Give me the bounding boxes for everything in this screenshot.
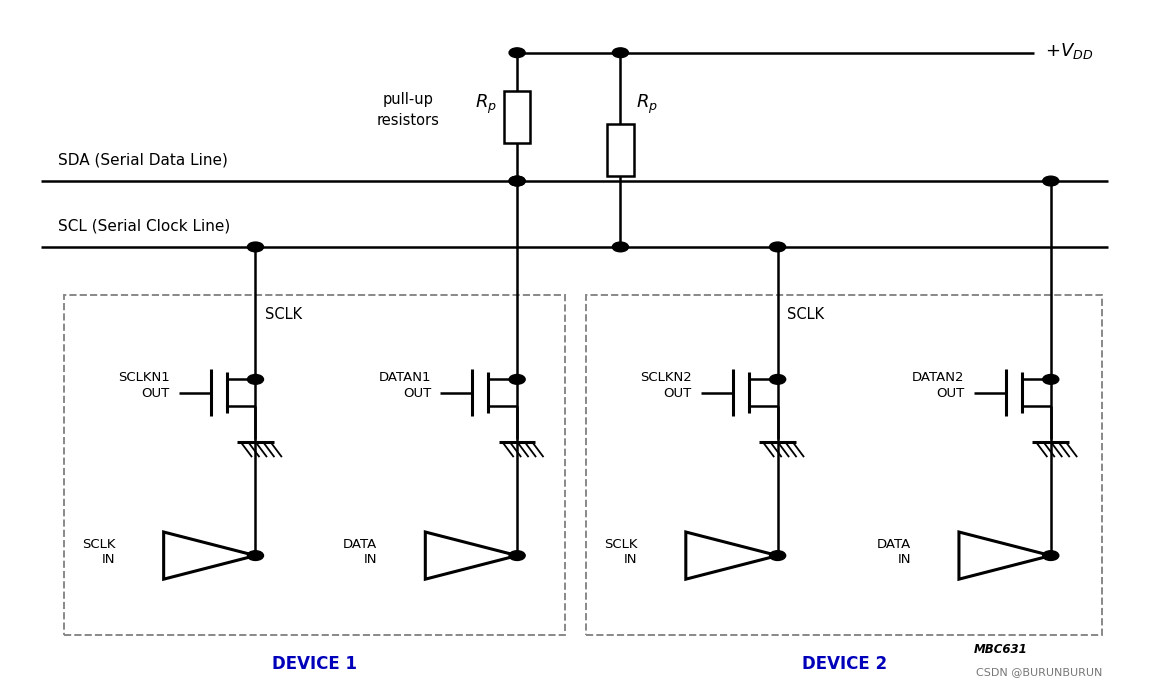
Text: DEVICE 2: DEVICE 2 [802, 655, 887, 673]
Text: DEVICE 1: DEVICE 1 [272, 655, 357, 673]
Text: $R_p$: $R_p$ [637, 93, 658, 116]
Circle shape [1043, 375, 1058, 384]
Polygon shape [425, 532, 517, 579]
Circle shape [509, 550, 525, 560]
Text: SCLK: SCLK [787, 307, 824, 322]
Text: CSDN @BURUNBURUN: CSDN @BURUNBURUN [976, 667, 1102, 677]
Text: SCL (Serial Clock Line): SCL (Serial Clock Line) [59, 218, 230, 233]
Bar [504, 91, 531, 143]
Text: SCLK
IN: SCLK IN [604, 538, 638, 566]
Bar [586, 295, 1102, 635]
Circle shape [509, 176, 525, 186]
Text: SCLKN1
OUT: SCLKN1 OUT [117, 371, 169, 400]
Circle shape [247, 242, 263, 252]
Circle shape [1043, 176, 1058, 186]
Circle shape [770, 550, 786, 560]
Circle shape [247, 550, 263, 560]
Text: $R_p$: $R_p$ [475, 93, 496, 116]
Circle shape [770, 242, 786, 252]
Bar [64, 295, 565, 635]
Polygon shape [686, 532, 778, 579]
Circle shape [770, 375, 786, 384]
Circle shape [612, 48, 629, 58]
Circle shape [612, 242, 629, 252]
Text: SCLKN2
OUT: SCLKN2 OUT [640, 371, 692, 400]
Text: SCLK: SCLK [264, 307, 302, 322]
Circle shape [509, 176, 525, 186]
Text: pull-up
resistors: pull-up resistors [377, 92, 440, 128]
Circle shape [509, 375, 525, 384]
Polygon shape [163, 532, 255, 579]
Bar [607, 124, 633, 176]
Text: DATAN2
OUT: DATAN2 OUT [912, 371, 965, 400]
Text: DATAN1
OUT: DATAN1 OUT [378, 371, 431, 400]
Circle shape [1043, 550, 1058, 560]
Circle shape [509, 48, 525, 58]
Text: DATA
IN: DATA IN [342, 538, 377, 566]
Polygon shape [959, 532, 1050, 579]
Circle shape [247, 375, 263, 384]
Text: SCLK
IN: SCLK IN [82, 538, 115, 566]
Text: DATA
IN: DATA IN [877, 538, 911, 566]
Text: MBC631: MBC631 [974, 643, 1028, 656]
Text: $+V_{DD}$: $+V_{DD}$ [1046, 40, 1093, 60]
Text: SDA (Serial Data Line): SDA (Serial Data Line) [59, 152, 228, 167]
